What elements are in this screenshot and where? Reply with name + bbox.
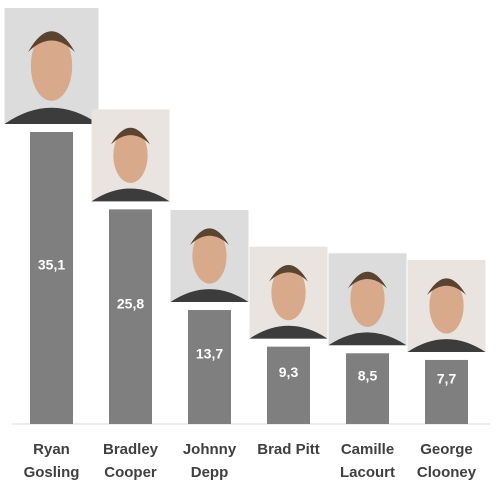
photo-shoulders [328,332,407,346]
photo-hair [190,228,229,245]
photo-shoulders [91,188,170,202]
photo-hair [427,278,466,295]
photo-face [429,278,464,334]
photo-shoulders [4,107,99,124]
photo-face [271,265,306,321]
photo-face [192,228,227,284]
value-label: 13,7 [196,346,223,362]
bar [425,359,468,424]
x-tick-label: Johnny Depp [182,441,237,481]
photo-hair [28,31,75,53]
photo-hair [348,271,387,289]
photo-face [350,271,385,327]
value-label: 9,3 [279,364,299,380]
bar [30,132,73,424]
photo-shoulders [407,339,486,352]
value-label: 8,5 [358,367,378,383]
value-label: 7,7 [437,371,457,387]
bar [267,346,310,424]
bar [109,209,152,424]
bar [346,353,389,424]
x-tick-label: Camille Lacourt [339,441,395,481]
x-tick-label: Ryan Gosling [23,441,80,481]
bar [188,310,231,424]
x-tick-label: Bradley Cooper [102,441,159,481]
photo-shoulders [249,325,328,339]
photo-shoulders [170,289,249,303]
x-tick-label: Brad Pitt [257,441,320,458]
photo-hair [111,127,150,145]
x-tick-label: George Clooney [416,441,477,481]
value-label: 35,1 [38,257,65,273]
photo-hair [269,265,308,282]
photo-face [113,127,148,183]
value-label: 25,8 [117,295,144,311]
photo-face [30,31,73,101]
